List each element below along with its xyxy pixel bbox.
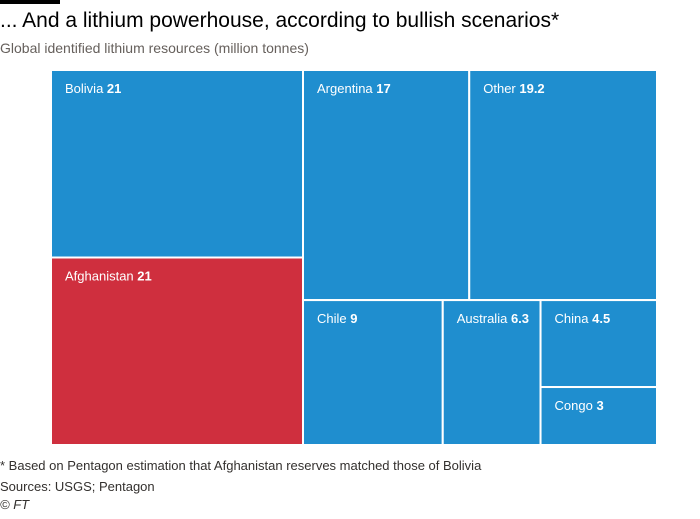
chart-title: ... And a lithium powerhouse, according … xyxy=(0,9,560,32)
copyright: © FT xyxy=(0,497,30,512)
treemap-cell-congo xyxy=(539,386,658,447)
treemap-label-bolivia: Bolivia 21 xyxy=(65,81,121,96)
footnote: * Based on Pentagon estimation that Afgh… xyxy=(0,458,482,473)
treemap-cell-bolivia xyxy=(50,69,304,259)
treemap-label-argentina: Argentina 17 xyxy=(317,81,391,96)
treemap-label-china: China 4.5 xyxy=(555,311,611,326)
chart-subtitle: Global identified lithium resources (mil… xyxy=(0,40,309,56)
treemap-cell-afghanistan xyxy=(50,256,304,446)
treemap-cell-argentina xyxy=(302,69,471,302)
treemap-cell-chile xyxy=(302,299,444,446)
treemap-cell-other xyxy=(468,69,659,302)
treemap-label-chile: Chile 9 xyxy=(317,311,357,326)
top-rule xyxy=(0,0,60,4)
treemap-label-afghanistan: Afghanistan 21 xyxy=(65,269,152,284)
treemap-label-congo: Congo 3 xyxy=(555,398,604,413)
treemap-label-australia: Australia 6.3 xyxy=(457,311,529,326)
treemap-label-other: Other 19.2 xyxy=(483,81,544,96)
sources-note: Sources: USGS; Pentagon xyxy=(0,479,155,494)
treemap-cell-australia xyxy=(441,299,542,446)
